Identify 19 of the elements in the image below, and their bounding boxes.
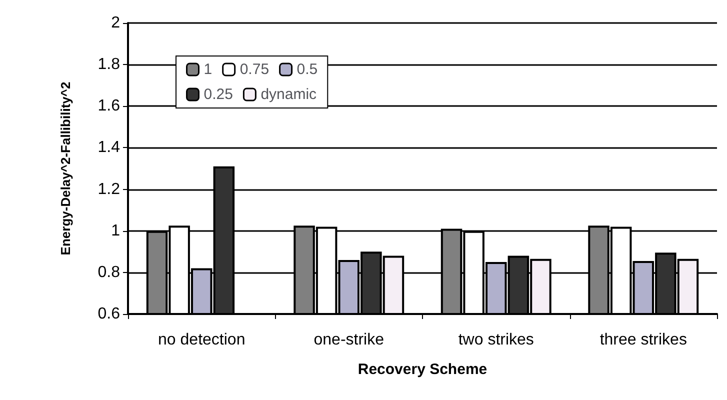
x-tick-label: one-strike	[314, 332, 384, 348]
legend-label: 1	[204, 61, 212, 78]
y-tick-label: 0.8	[98, 264, 120, 281]
legend-label: dynamic	[260, 86, 318, 103]
y-tick-label: 1.8	[98, 56, 120, 74]
y-tick-label: 0.6	[98, 306, 120, 322]
y-tick-label: 1.6	[98, 98, 120, 115]
x-tick-label: three strikes	[600, 332, 687, 348]
y-tick-label: 1	[111, 222, 120, 240]
legend-label: 0.25	[204, 86, 233, 103]
x-tick-label: two strikes	[458, 332, 534, 348]
legend-label: 0.75	[240, 61, 270, 78]
y-tick-label: 1.4	[98, 139, 120, 156]
y-axis-title: Energy-Delay^2-Fallibility^2	[58, 82, 73, 256]
y-tick-label: 1.2	[98, 180, 120, 198]
x-axis-title: Recovery Scheme	[358, 361, 488, 378]
y-tick-label: 2	[111, 14, 120, 32]
legend-label: 0.5	[296, 61, 318, 78]
x-tick-label: no detection	[158, 332, 246, 348]
